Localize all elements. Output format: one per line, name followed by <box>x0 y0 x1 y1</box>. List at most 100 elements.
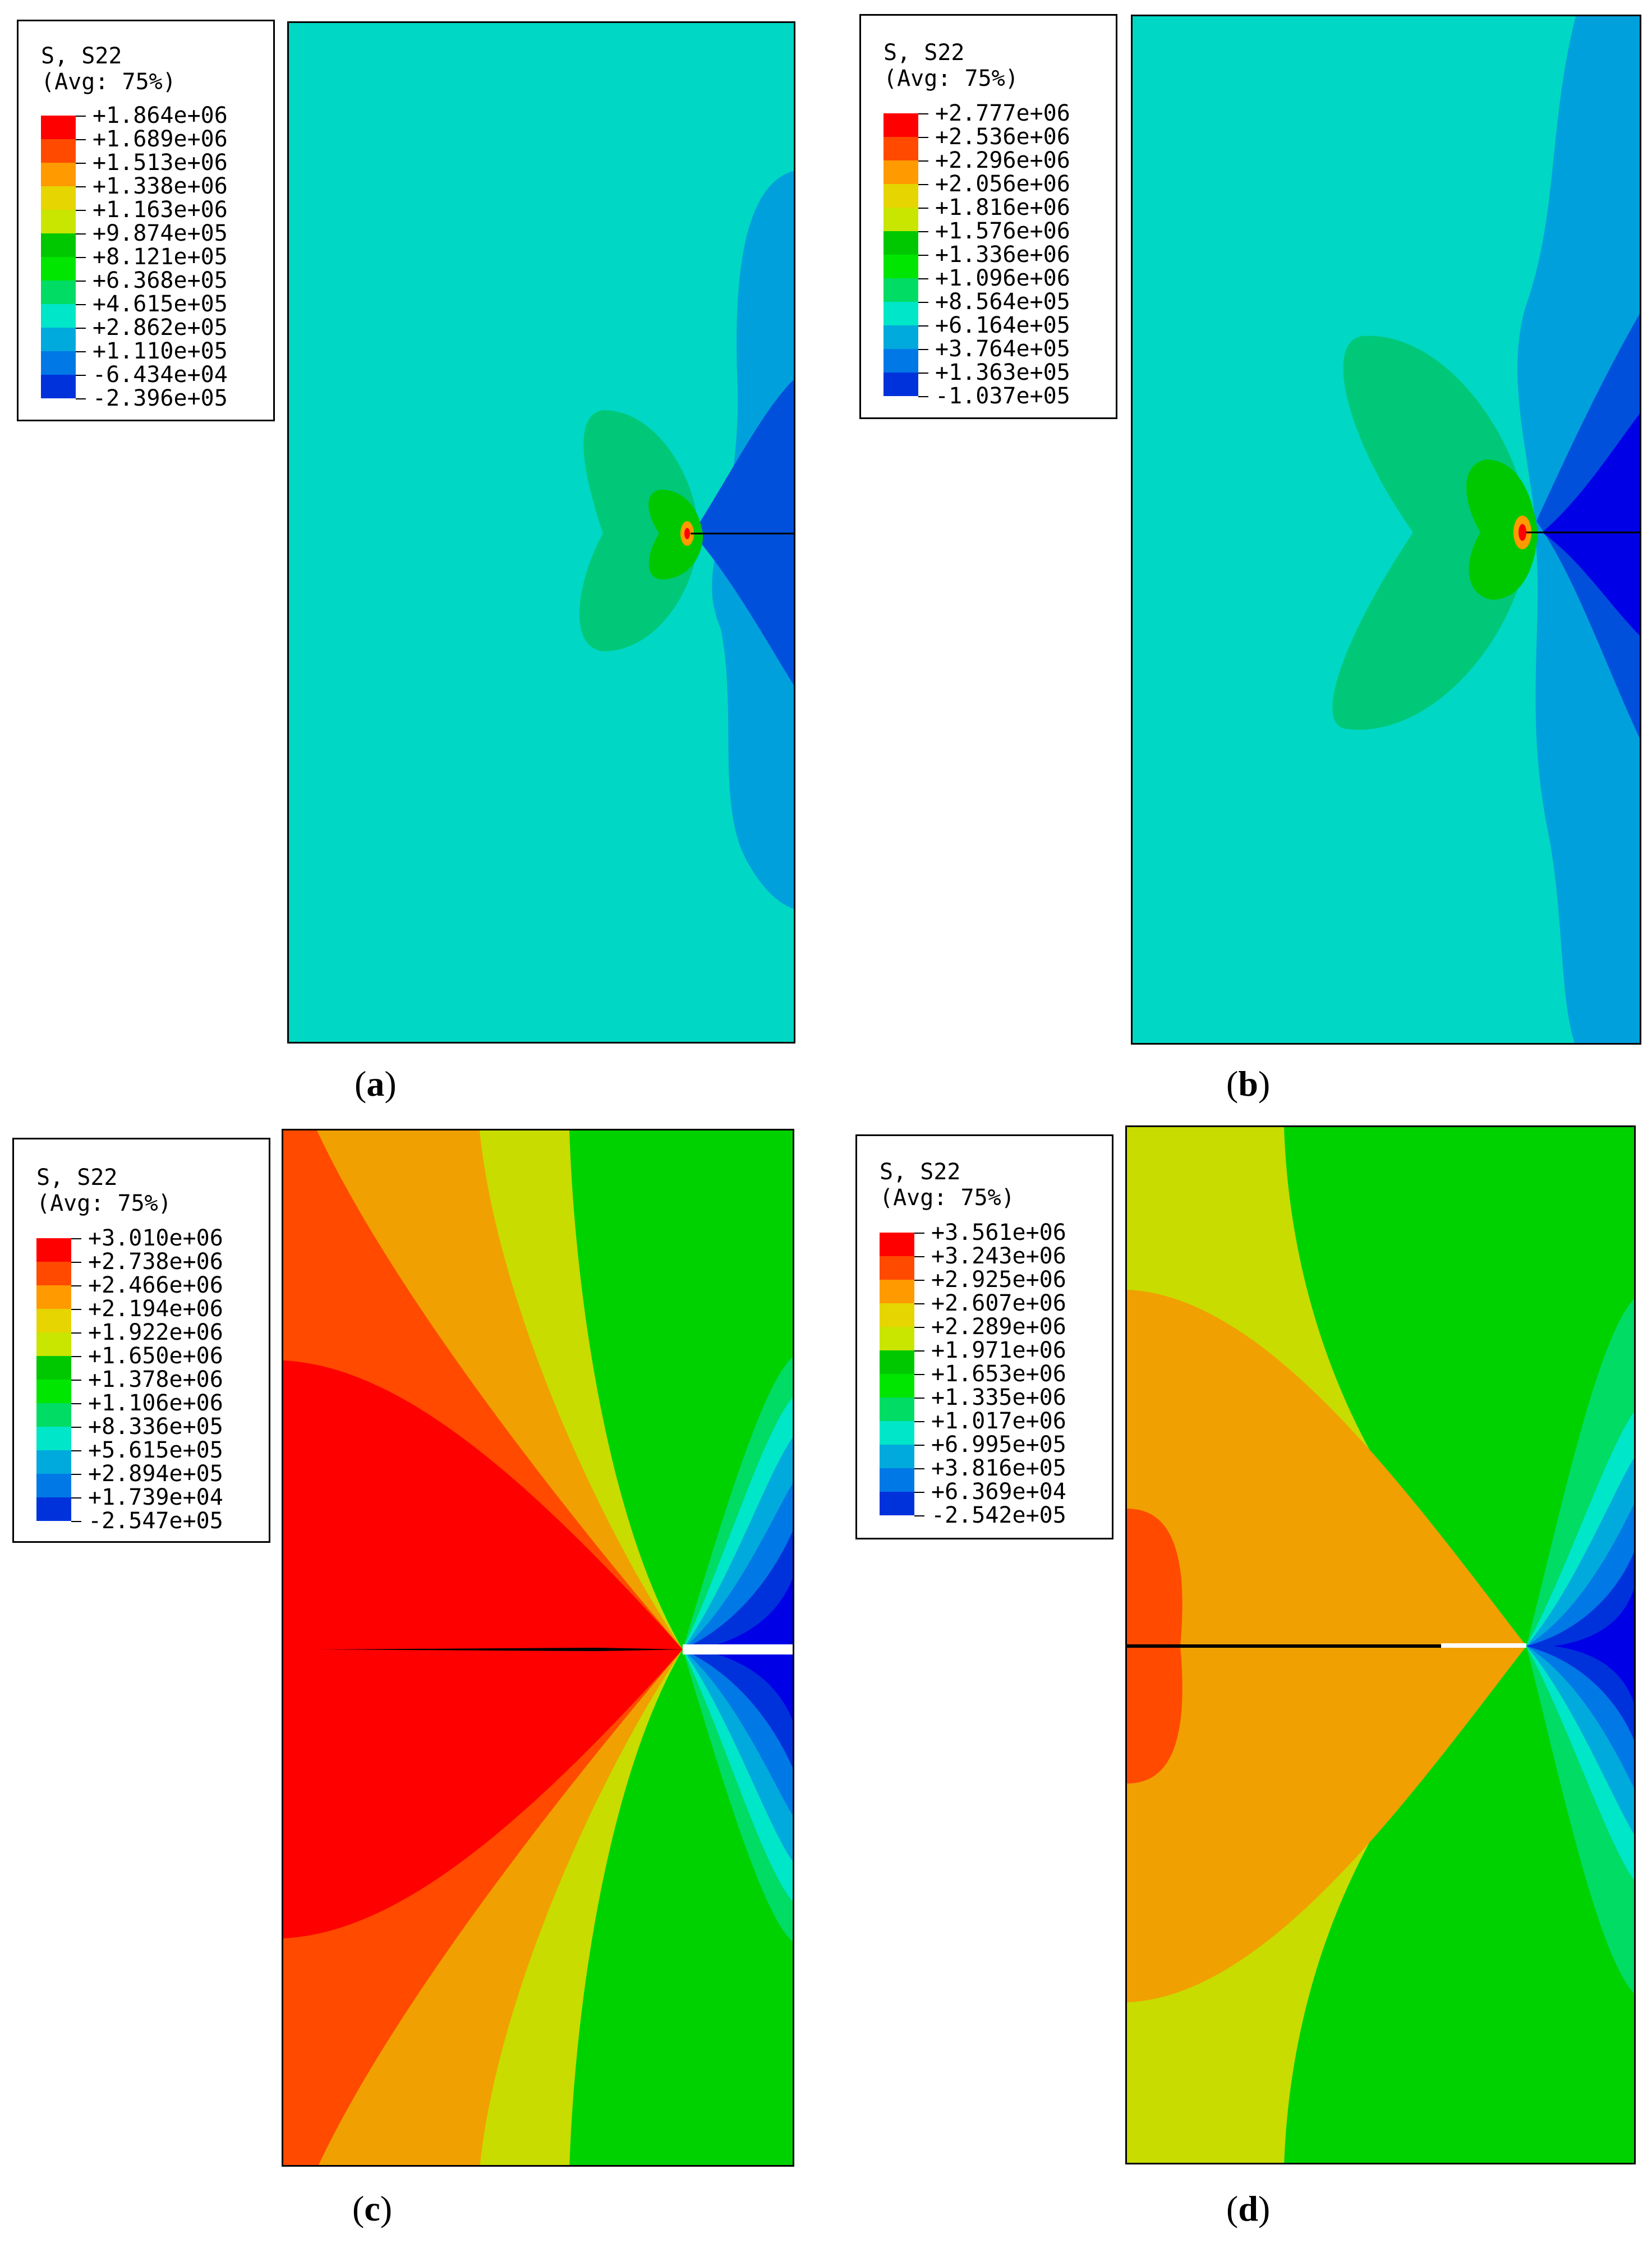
contour-band <box>283 1360 683 1649</box>
legend-tick <box>71 1521 81 1522</box>
legend-value: +1.971e+06 <box>931 1337 1066 1363</box>
legend-swatch <box>880 1398 914 1421</box>
contour-svg-d <box>1127 1127 1634 2163</box>
contour-band <box>1127 1290 1526 1646</box>
legend-swatch <box>883 137 918 160</box>
legend-swatch <box>36 1497 71 1521</box>
legend-tick <box>914 1256 924 1257</box>
legend-swatch <box>41 116 76 139</box>
contour-plot-a <box>287 21 795 1044</box>
legend-swatch <box>41 210 76 233</box>
legend-value: -2.547e+05 <box>88 1508 223 1534</box>
legend-tick <box>914 1445 924 1446</box>
legend-value: +1.110e+05 <box>93 338 228 364</box>
legend-value: +9.874e+05 <box>93 220 228 246</box>
legend-value: +8.121e+05 <box>93 244 228 270</box>
contour-band <box>648 489 703 580</box>
legend-swatch <box>883 160 918 184</box>
legend-swatch <box>880 1256 914 1280</box>
legend-value: +2.056e+06 <box>935 171 1070 197</box>
legend-tick <box>76 375 86 376</box>
legend-tick <box>918 349 928 350</box>
legend-swatch <box>883 255 918 278</box>
legend-tick <box>76 257 86 258</box>
contour-band <box>579 410 698 651</box>
caption-d: (d) <box>1226 2189 1271 2228</box>
legend-tick <box>76 281 86 282</box>
legend-value: -1.037e+05 <box>935 383 1070 409</box>
legend-swatch <box>883 349 918 373</box>
legend-tick <box>76 210 86 211</box>
caption-c: (c) <box>352 2189 393 2228</box>
legend-value: +1.576e+06 <box>935 218 1070 244</box>
legend-tick <box>918 255 928 256</box>
caption-b: (b) <box>1226 1064 1271 1104</box>
legend-value: +8.564e+05 <box>935 289 1070 315</box>
legend-tick <box>914 1303 924 1304</box>
legend-a: S, S22 (Avg: 75%) +1.864e+06 +1.689e+06 +1… <box>17 20 275 421</box>
legend-tick <box>918 396 928 397</box>
legend-swatch <box>41 375 76 398</box>
legend-value: +2.296e+06 <box>935 148 1070 173</box>
legend-tick <box>914 1280 924 1281</box>
legend-value: +2.925e+06 <box>931 1267 1066 1293</box>
legend-swatch <box>41 281 76 304</box>
contour-svg-a <box>579 171 794 909</box>
legend-swatch <box>883 302 918 325</box>
crack-line <box>1127 1644 1526 1648</box>
legend-swatch <box>41 139 76 163</box>
legend-tick <box>918 208 928 209</box>
legend-tick <box>76 116 86 117</box>
legend-swatch <box>880 1421 914 1445</box>
legend-swatch <box>41 304 76 328</box>
legend-swatch <box>880 1327 914 1350</box>
legend-tick <box>71 1497 81 1499</box>
legend-tick <box>918 137 928 138</box>
legend-value: +1.650e+06 <box>88 1343 223 1369</box>
legend-swatch <box>883 113 918 137</box>
contour-band <box>283 1649 683 1938</box>
legend-tick <box>914 1492 924 1493</box>
legend-tick <box>71 1474 81 1475</box>
legend-value: +2.862e+05 <box>93 315 228 341</box>
legend-swatch <box>880 1445 914 1468</box>
legend-tick <box>71 1356 81 1357</box>
contour-band <box>1332 335 1531 730</box>
legend-tick <box>71 1238 81 1239</box>
legend-tick <box>914 1374 924 1375</box>
legend-subtitle: (Avg: 75%) <box>880 1185 1015 1211</box>
legend-tick <box>71 1332 81 1334</box>
legend-value: +2.607e+06 <box>931 1290 1066 1316</box>
legend-tick <box>914 1398 924 1399</box>
legend-tick <box>914 1421 924 1422</box>
legend-swatch <box>41 233 76 257</box>
legend-tick <box>918 160 928 162</box>
legend-tick <box>918 302 928 303</box>
legend-d: S, S22 (Avg: 75%) +3.561e+06 +3.243e+06 +2… <box>855 1134 1113 1539</box>
legend-value: +6.164e+05 <box>935 312 1070 338</box>
legend-value: +3.243e+06 <box>931 1243 1066 1269</box>
legend-swatch <box>41 351 76 375</box>
legend-value: +1.017e+06 <box>931 1408 1066 1434</box>
legend-tick <box>71 1262 81 1263</box>
crack-gap <box>1441 1643 1526 1648</box>
legend-value: -2.542e+05 <box>931 1502 1066 1528</box>
legend-value: +3.764e+05 <box>935 336 1070 362</box>
legend-value: +1.096e+06 <box>935 265 1070 291</box>
legend-value: +1.864e+06 <box>93 103 228 128</box>
legend-swatch <box>880 1492 914 1515</box>
contour-band <box>693 379 794 686</box>
crack-tip-core <box>684 528 690 539</box>
legend-swatch <box>880 1374 914 1398</box>
legend-value: +1.363e+05 <box>935 360 1070 385</box>
legend-tick <box>71 1380 81 1381</box>
legend-value: +1.336e+06 <box>935 242 1070 268</box>
crack-gap <box>683 1644 793 1654</box>
legend-tick <box>76 163 86 164</box>
legend-title: S, S22 <box>883 40 965 66</box>
legend-title: S, S22 <box>880 1159 961 1185</box>
legend-subtitle: (Avg: 75%) <box>883 66 1019 91</box>
legend-swatch <box>883 278 918 302</box>
legend-tick <box>76 139 86 140</box>
legend-value: -2.396e+05 <box>93 385 228 411</box>
